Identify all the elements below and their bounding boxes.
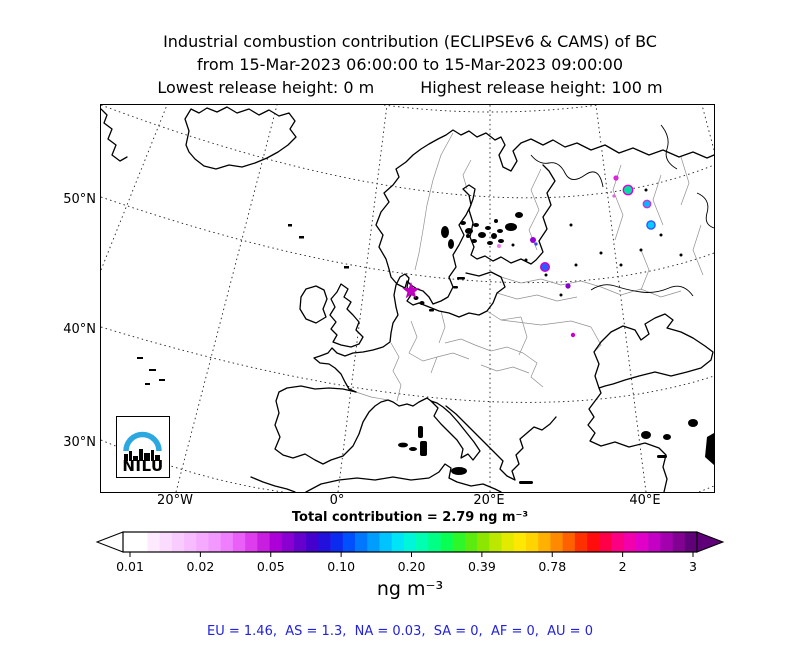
figure-titles: Industrial combustion contribution (ECLI… (20, 30, 800, 99)
contribution-dot (644, 201, 650, 207)
contribution-dot (613, 175, 619, 181)
x-axis-label-40e: 40°E (629, 493, 661, 508)
title-release-heights: Lowest release height: 0 m Highest relea… (20, 76, 800, 99)
y-axis-label-50n: 50°N (63, 192, 96, 207)
x-axis-label-20e: 20°E (473, 493, 505, 508)
data-overlay (402, 175, 656, 338)
rivers (530, 124, 720, 297)
page-title: Industrial combustion contribution (ECLI… (163, 32, 657, 51)
map-panel (100, 104, 720, 493)
colorbar-tick-label: 0.10 (327, 559, 356, 574)
highest-release-height: Highest release height: 100 m (420, 78, 663, 97)
colorbar-tick-label: 0.05 (256, 559, 285, 574)
nilu-logo-text: NILU (122, 457, 164, 475)
lowest-release-height: Lowest release height: 0 m (157, 78, 375, 97)
footer-contributions: EU = 1.46, AS = 1.3, NA = 0.03, SA = 0, … (207, 624, 593, 639)
contribution-dot (541, 263, 549, 271)
coastlines (100, 106, 715, 493)
contribution-dot (612, 194, 616, 198)
colorbar-title: Total contribution = 2.79 ng m⁻³ (291, 510, 529, 525)
title-date-range: from 15-Mar-2023 06:00:00 to 15-Mar-2023… (196, 55, 624, 74)
colorbar-tick-label: 0.02 (186, 559, 215, 574)
map-canvas (100, 104, 720, 493)
colorbar-tick-label: 0.78 (538, 559, 567, 574)
x-axis-label-20w: 20°W (157, 493, 193, 508)
colorbar (95, 531, 725, 557)
colorbar-tick-label: 0.20 (397, 559, 426, 574)
release-location-star-icon (402, 282, 420, 299)
contribution-dot (647, 221, 655, 229)
country-borders (355, 132, 704, 402)
islands-and-lakes (137, 188, 714, 484)
nilu-logo: NILU (116, 416, 170, 478)
contribution-dot (534, 242, 538, 246)
y-axis-label-30n: 30°N (63, 435, 96, 450)
contribution-dot (565, 283, 571, 289)
contribution-dot (530, 237, 536, 243)
nilu-logo-graphic (123, 431, 162, 461)
colorbar-segments (123, 532, 698, 552)
logo-skyline-icon (124, 449, 160, 461)
colorbar-tick-label: 0.01 (116, 559, 144, 574)
colorbar-outline (122, 531, 698, 553)
colorbar-left-arrow-icon (95, 531, 124, 553)
contribution-dot (624, 186, 632, 194)
colorbar-tick-label: 2 (618, 559, 627, 574)
logo-arc-icon (123, 431, 162, 452)
contribution-dot (497, 244, 501, 248)
colorbar-tick-labels: 0.01 0.02 0.05 0.10 0.20 0.39 0.78 2 3 (90, 559, 730, 575)
x-axis-label-0: 0° (329, 493, 345, 508)
colorbar-tick-label: 0.39 (467, 559, 496, 574)
colorbar-unit-label: ng m⁻³ (376, 578, 444, 600)
y-axis-label-40n: 40°N (63, 322, 96, 337)
colorbar-tick-label: 3 (689, 559, 697, 574)
colorbar-right-arrow-icon (696, 531, 725, 553)
colorbar-ticks (129, 552, 694, 557)
contribution-dot (570, 332, 576, 338)
graticule-grid (100, 104, 715, 493)
